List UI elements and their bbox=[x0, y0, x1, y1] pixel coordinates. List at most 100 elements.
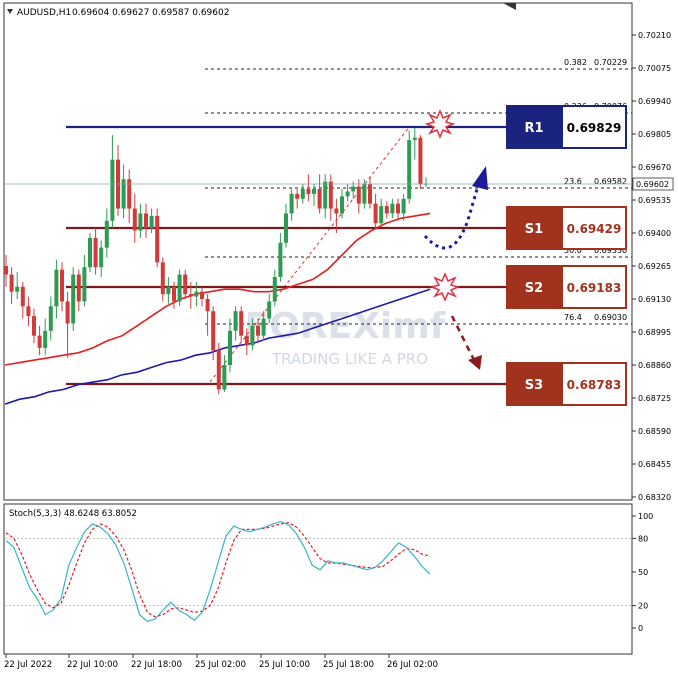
candle-body bbox=[295, 193, 300, 199]
y-tick-label: 0.68860 bbox=[638, 361, 671, 370]
candle-body bbox=[261, 318, 266, 336]
candle-body bbox=[345, 191, 350, 197]
watermark-tagline: TRADING LIKE A PRO bbox=[271, 350, 428, 368]
candle-body bbox=[149, 215, 154, 229]
level-price-box bbox=[561, 105, 627, 149]
candle-body bbox=[300, 189, 305, 199]
x-tick-label: 26 Jul 02:00 bbox=[387, 660, 438, 670]
levels-layer: R1 0.69829 S1 0.69429 S2 0.69183 S3 0.68783 bbox=[66, 105, 627, 406]
candle-body bbox=[60, 269, 64, 302]
candle-body bbox=[323, 181, 328, 209]
candle-body bbox=[272, 277, 277, 302]
fib-level-ratio: 50.0 bbox=[564, 246, 582, 255]
x-tick-label: 25 Jul 02:00 bbox=[195, 660, 246, 670]
y-tick-label: 0.68995 bbox=[638, 328, 671, 337]
candle-body bbox=[194, 291, 199, 297]
candle-body bbox=[99, 247, 104, 268]
y-tick-label: 0.68455 bbox=[638, 460, 671, 469]
menu-triangle-icon[interactable] bbox=[7, 9, 13, 14]
level-name: R1 bbox=[524, 121, 543, 136]
candle-body bbox=[284, 213, 288, 243]
fib-level-ratio: 23.6 bbox=[564, 177, 582, 186]
current-price-label: 0.69602 bbox=[636, 180, 669, 189]
stoch-layer bbox=[5, 520, 431, 622]
y-tick-label: 0.68725 bbox=[638, 394, 671, 403]
fib-level-ratio: 0.382 bbox=[564, 58, 587, 67]
candle-body bbox=[312, 189, 316, 194]
candle-body bbox=[317, 189, 322, 209]
grid-layer bbox=[5, 538, 631, 606]
candle-body bbox=[328, 181, 333, 209]
candle-body bbox=[373, 203, 378, 224]
candle-body bbox=[48, 306, 53, 331]
candle-body bbox=[351, 186, 356, 192]
candle-body bbox=[289, 193, 294, 214]
burst-icon-r1 bbox=[424, 109, 456, 139]
y-tick-label: 0.69535 bbox=[638, 196, 671, 205]
candle-body bbox=[144, 213, 148, 229]
candle-body bbox=[104, 220, 109, 248]
candle-body bbox=[368, 184, 372, 204]
level-price: 0.69829 bbox=[567, 121, 622, 135]
candle-body bbox=[138, 213, 143, 231]
candle-body bbox=[228, 330, 232, 365]
stoch-title: Stoch(5,3,3) 48.6248 63.8052 bbox=[9, 509, 137, 519]
watermark-brand: FOREXimf bbox=[245, 306, 446, 347]
candle-body bbox=[362, 184, 367, 204]
candle-body bbox=[127, 179, 132, 209]
candle-body bbox=[54, 269, 59, 307]
candle-body bbox=[110, 159, 115, 221]
candle-body bbox=[200, 291, 204, 299]
level-price: 0.69429 bbox=[567, 222, 622, 236]
candle-body bbox=[216, 350, 221, 390]
main-panel-frame bbox=[3, 2, 633, 501]
candle-body bbox=[76, 274, 81, 302]
candle-body bbox=[356, 186, 361, 204]
candle-body bbox=[188, 294, 193, 297]
stoch-panel-frame bbox=[3, 503, 633, 655]
level-name: S1 bbox=[525, 222, 543, 237]
level-badge bbox=[506, 362, 562, 406]
candle-body bbox=[71, 274, 76, 324]
level-price: 0.68783 bbox=[567, 378, 622, 392]
candle-body bbox=[4, 266, 8, 275]
level-badge bbox=[506, 206, 562, 250]
arrow-down-head-icon bbox=[468, 355, 482, 370]
y-tick-label: 0.70210 bbox=[638, 31, 671, 40]
candle-body bbox=[132, 208, 137, 231]
candle-body bbox=[267, 301, 272, 319]
candle-body bbox=[26, 306, 31, 317]
candle-body bbox=[390, 203, 395, 214]
y-axis-stoch: 100 80 50 20 0 bbox=[632, 512, 653, 633]
y-tick-label: 0.69265 bbox=[638, 262, 671, 271]
candle-body bbox=[20, 286, 25, 307]
level-price: 0.69183 bbox=[567, 281, 622, 295]
candle-body bbox=[306, 189, 311, 194]
level-price-box bbox=[561, 362, 627, 406]
stoch-tick-label: 0 bbox=[638, 624, 643, 633]
stoch-tick-label: 50 bbox=[638, 568, 648, 577]
candle-body bbox=[239, 311, 244, 336]
level-price-box bbox=[561, 265, 627, 309]
chart-ohlc: 0.69604 0.69627 0.69587 0.69602 bbox=[72, 8, 229, 18]
y-tick-label: 0.69400 bbox=[638, 229, 671, 238]
candle-body bbox=[9, 274, 14, 292]
x-tick-label: 22 Jul 18:00 bbox=[131, 660, 182, 670]
x-axis: 22 Jul 2022 22 Jul 10:00 22 Jul 18:00 25 Ju… bbox=[4, 654, 438, 670]
candle-body bbox=[211, 311, 216, 351]
candle-body bbox=[412, 137, 417, 141]
candle-body bbox=[65, 301, 70, 324]
stoch-tick-label: 100 bbox=[638, 512, 653, 521]
candle-body bbox=[82, 267, 87, 302]
scroll-corner-icon[interactable] bbox=[503, 3, 516, 10]
candle-body bbox=[278, 242, 283, 277]
arrow-up-head-icon bbox=[472, 166, 488, 190]
y-tick-label: 0.68590 bbox=[638, 427, 671, 436]
level-name: S2 bbox=[525, 281, 543, 296]
candle-body bbox=[121, 179, 126, 209]
y-tick-label: 0.70075 bbox=[638, 64, 671, 73]
y-tick-label: 0.69130 bbox=[638, 295, 671, 304]
x-tick-label: 25 Jul 18:00 bbox=[323, 660, 374, 670]
fib-level-price: 0.69582 bbox=[594, 177, 627, 186]
